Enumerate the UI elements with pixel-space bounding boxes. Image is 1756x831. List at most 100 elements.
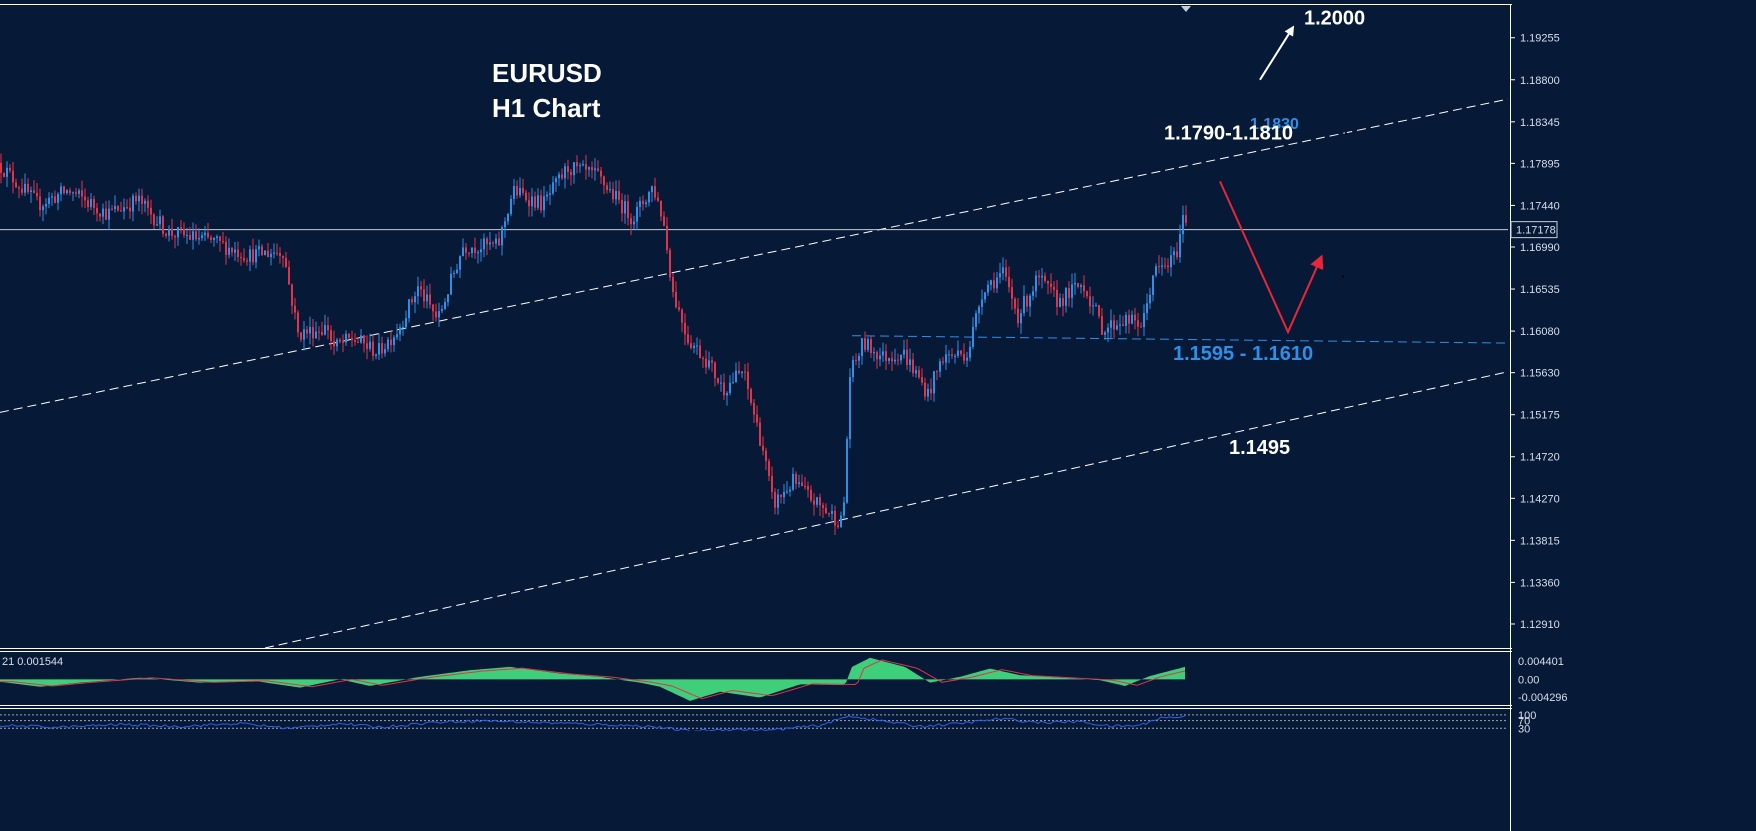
candle-body xyxy=(21,188,23,193)
candle-body xyxy=(810,489,812,501)
main-pane xyxy=(0,98,1508,648)
price-annotation: 1.1495 xyxy=(1229,437,1290,459)
candle-body xyxy=(390,339,392,346)
candle-body xyxy=(1062,297,1064,306)
price-tick-label: 1.15175 xyxy=(1520,410,1560,422)
candle-body xyxy=(333,341,335,347)
chart-subtitle: H1 Chart xyxy=(492,93,601,123)
candle-body xyxy=(336,339,338,347)
candle-body xyxy=(834,510,836,526)
candle-body xyxy=(462,247,464,257)
candle-body xyxy=(801,482,803,487)
candle-body xyxy=(492,242,494,244)
candle-body xyxy=(303,329,305,340)
candle-body xyxy=(726,393,728,396)
candle-body xyxy=(408,299,410,319)
price-tick-label: 1.13360 xyxy=(1520,577,1560,589)
current-price-label: 1.17178 xyxy=(1516,225,1556,237)
candle-body xyxy=(549,193,551,195)
candle-body xyxy=(900,354,902,361)
candle-body xyxy=(915,370,917,374)
candle-body xyxy=(840,515,842,528)
candle-body xyxy=(168,228,170,236)
candle-body xyxy=(831,510,833,514)
price-tick-label: 1.12910 xyxy=(1520,619,1560,631)
candle-body xyxy=(282,255,284,258)
current-price-box xyxy=(1510,221,1558,239)
candle-body xyxy=(222,240,224,242)
candle-body xyxy=(699,345,701,359)
candle-body xyxy=(69,190,71,193)
candle-body xyxy=(1101,316,1103,335)
candle-body xyxy=(816,497,818,505)
macd-histogram xyxy=(0,657,1185,701)
candle-body xyxy=(12,170,14,183)
candle-body xyxy=(285,257,287,268)
candle-body xyxy=(804,486,806,488)
candle-body xyxy=(252,249,254,263)
candle-body xyxy=(108,208,110,220)
candle-body xyxy=(639,200,641,207)
candle-body xyxy=(459,256,461,270)
candle-body xyxy=(309,326,311,334)
candle-body xyxy=(678,307,680,310)
candle-body xyxy=(417,286,419,297)
candle-body xyxy=(1002,267,1004,274)
price-annotation: 1.2000 xyxy=(1304,7,1365,29)
candle-body xyxy=(288,267,290,285)
pane-frames xyxy=(0,4,1512,831)
candle-body xyxy=(186,234,188,236)
price-tick-label: 1.13815 xyxy=(1520,535,1560,547)
candle-body xyxy=(351,337,353,341)
shift-marker-icon[interactable] xyxy=(1181,6,1191,12)
candle-body xyxy=(795,473,797,484)
candle-body xyxy=(387,339,389,350)
candle-body xyxy=(822,505,824,508)
price-tick-label: 1.17440 xyxy=(1520,200,1560,212)
price-tick-label: 1.16990 xyxy=(1520,242,1560,254)
candle-body xyxy=(975,313,977,327)
candle-body xyxy=(30,190,32,192)
candle-body xyxy=(468,252,470,254)
forecast-arrow xyxy=(1219,180,1324,335)
candle-body xyxy=(315,331,317,339)
candle-body xyxy=(306,329,308,334)
candle-body xyxy=(897,359,899,361)
candle-body xyxy=(714,362,716,379)
candle-body xyxy=(231,247,233,253)
candle-body xyxy=(531,196,533,207)
candle-body xyxy=(732,382,734,384)
candle-body xyxy=(1173,251,1175,256)
candle-body xyxy=(852,359,854,378)
candle-body xyxy=(1047,280,1049,284)
candle-body xyxy=(228,247,230,255)
candle-body xyxy=(486,238,488,245)
candle-body xyxy=(621,199,623,214)
candle-body xyxy=(399,327,401,335)
candle-body xyxy=(861,338,863,357)
candle-body xyxy=(453,272,455,274)
candle-body xyxy=(999,273,1001,278)
candle-body xyxy=(729,382,731,394)
candle-body xyxy=(921,377,923,383)
candle-body xyxy=(144,200,146,204)
candle-body xyxy=(279,253,281,256)
candle-body xyxy=(456,269,458,273)
candle-body xyxy=(105,208,107,220)
candle-body xyxy=(567,166,569,172)
oscillator-tick-label: 30 xyxy=(1518,723,1530,735)
candle-body xyxy=(1158,266,1160,268)
candle-body xyxy=(48,197,50,205)
candle-body xyxy=(363,335,365,344)
candle-body xyxy=(612,189,614,200)
candle-body xyxy=(420,286,422,290)
candle-body xyxy=(627,201,629,219)
candle-body xyxy=(864,338,866,350)
candle-body xyxy=(525,192,527,201)
candle-body xyxy=(963,353,965,361)
candle-body xyxy=(348,333,350,338)
price-tick-label: 1.17895 xyxy=(1520,158,1560,170)
macd-header: 21 0.001544 xyxy=(2,656,63,668)
candle-body xyxy=(1164,265,1166,267)
